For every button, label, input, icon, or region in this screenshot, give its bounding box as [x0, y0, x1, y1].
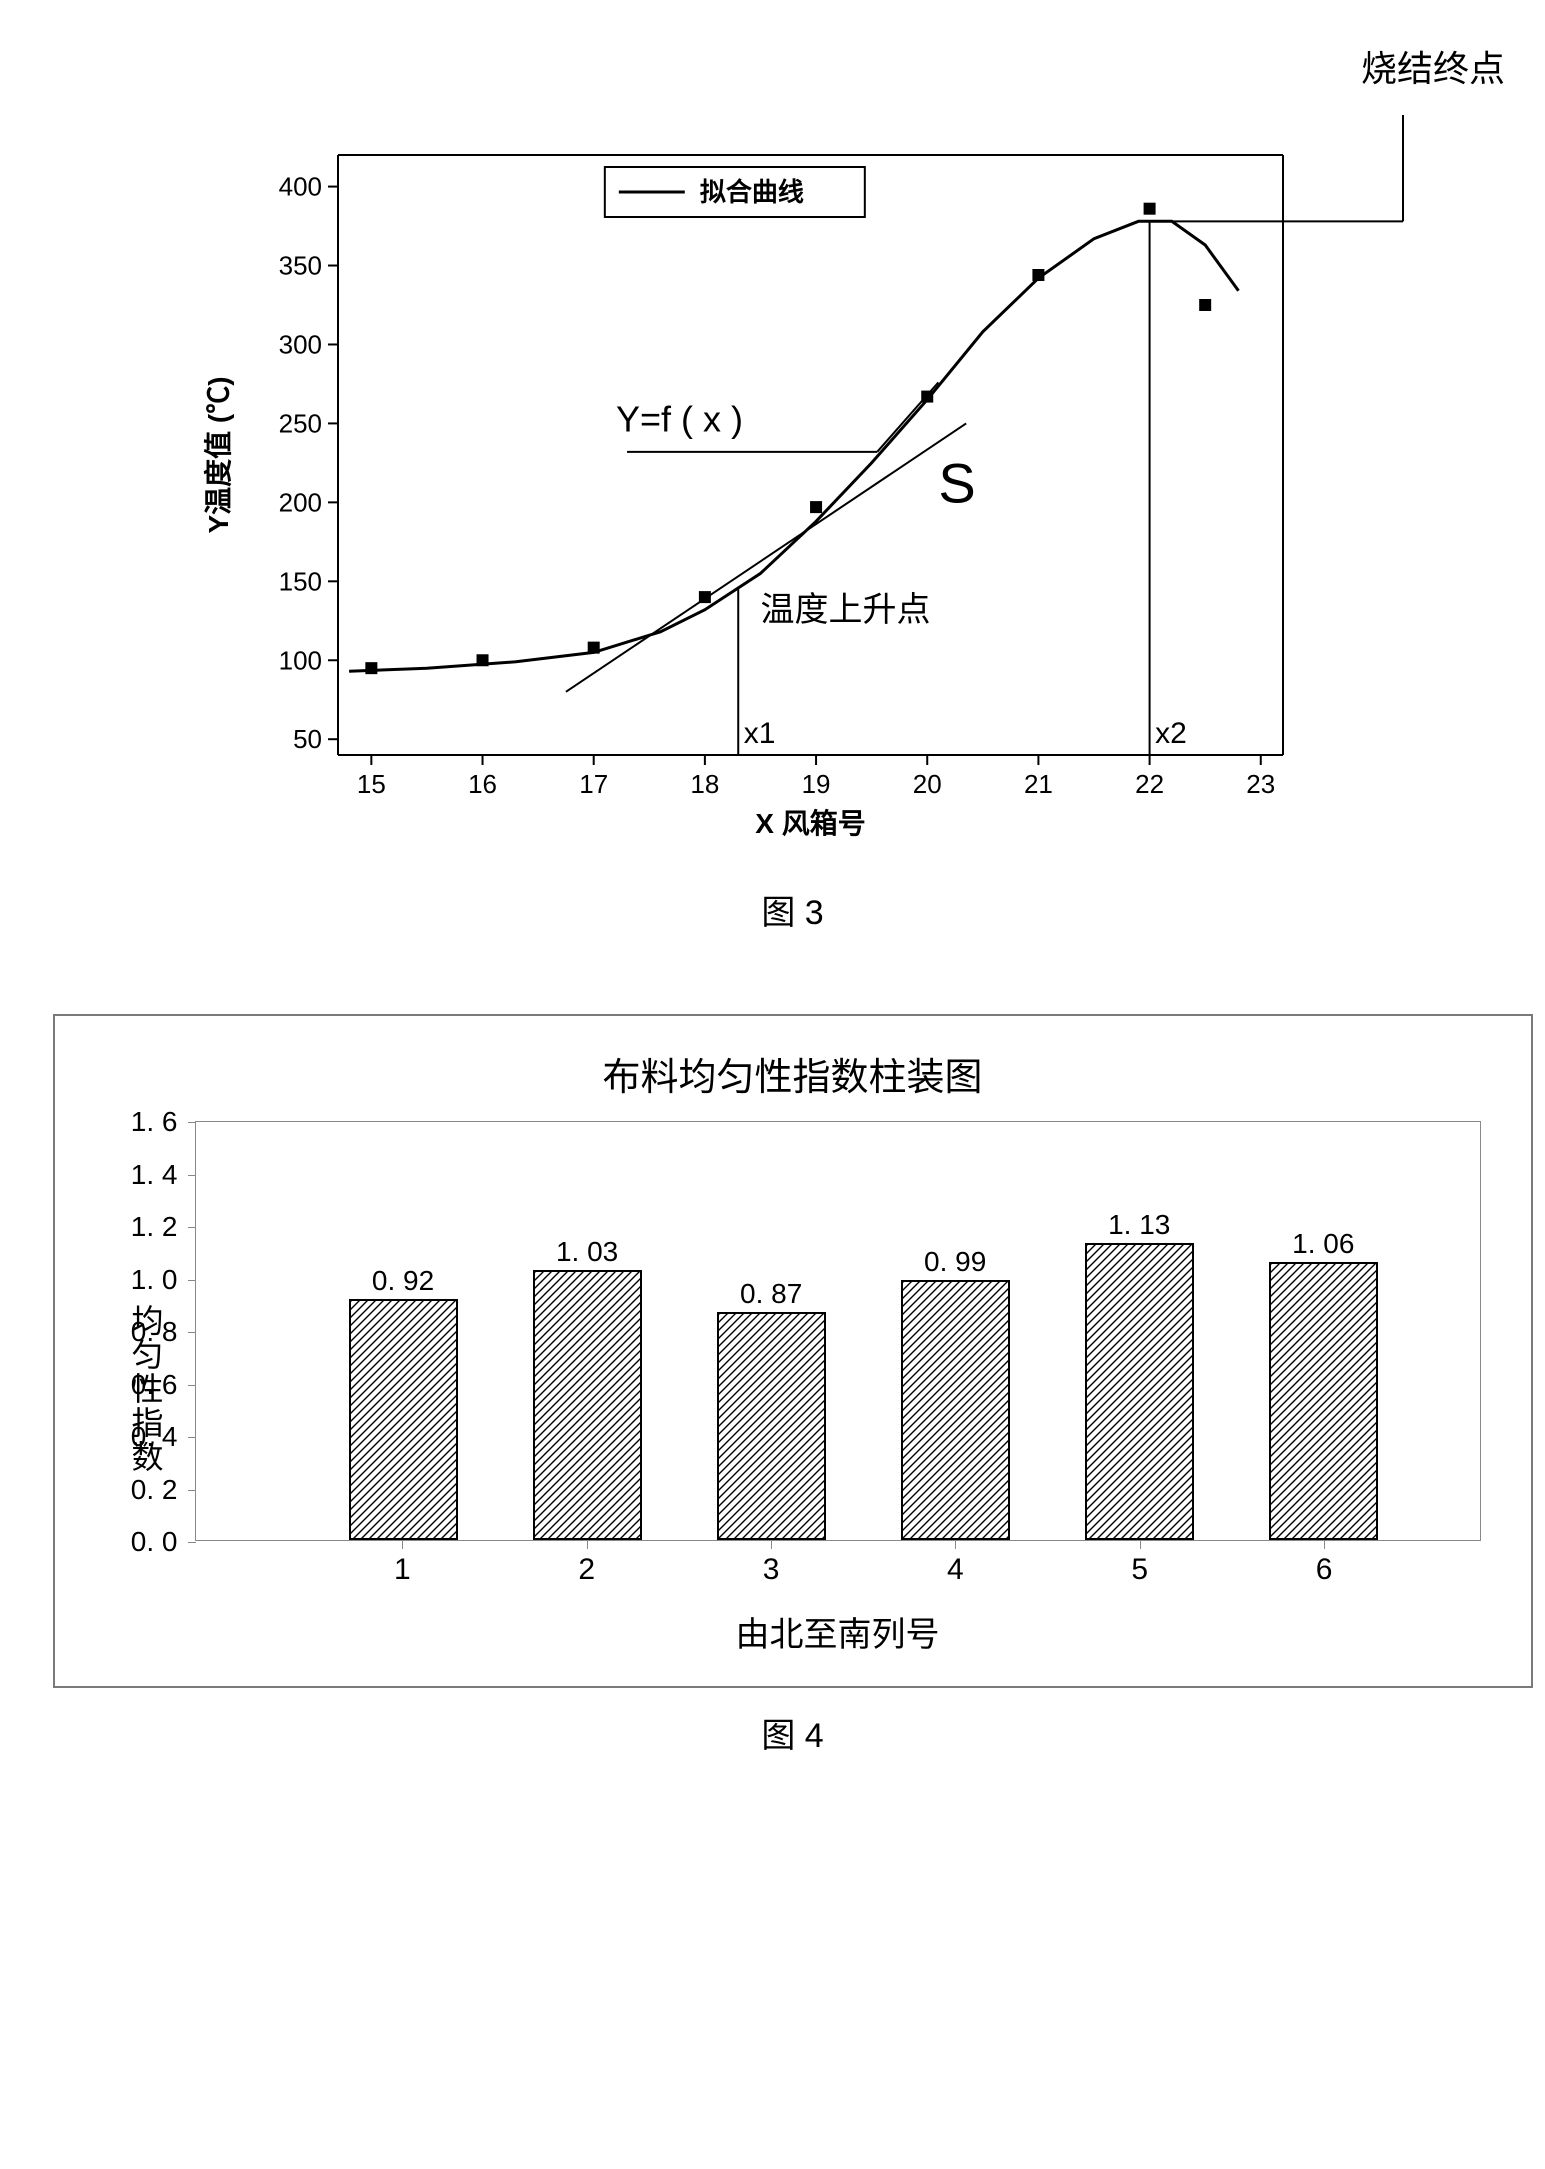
chart4-ytick — [188, 1122, 196, 1123]
svg-text:100: 100 — [278, 645, 321, 675]
svg-text:400: 400 — [278, 172, 321, 202]
chart4-ytick — [188, 1280, 196, 1281]
chart4-xtick-label: 3 — [763, 1553, 780, 1587]
svg-text:18: 18 — [690, 769, 719, 799]
chart4-bar-chart: 布料均匀性指数柱装图 均匀性指数 0. 00. 20. 40. 60. 81. … — [53, 1014, 1533, 1688]
chart4-plot-area: 0. 00. 20. 40. 60. 81. 01. 21. 41. 6 0. … — [195, 1121, 1481, 1541]
svg-text:x1: x1 — [743, 717, 775, 750]
chart4-ytick-label: 1. 2 — [131, 1211, 178, 1243]
figure-4: 布料均匀性指数柱装图 均匀性指数 0. 00. 20. 40. 60. 81. … — [20, 1014, 1545, 1757]
chart4-xtick — [1140, 1541, 1141, 1549]
fig3-top-annotation: 烧结终点 — [20, 40, 1505, 92]
svg-text:Y温度值 (℃): Y温度值 (℃) — [203, 376, 234, 533]
chart4-title: 布料均匀性指数柱装图 — [85, 1046, 1501, 1101]
chart4-bar: 0. 92 — [349, 1299, 458, 1541]
fig3-label: 图 3 — [20, 885, 1545, 934]
chart4-xtick-label: 4 — [947, 1553, 964, 1587]
svg-text:50: 50 — [293, 724, 322, 754]
chart4-xticks: 1 2 3 4 5 6 — [195, 1541, 1481, 1593]
chart4-bar-value: 1. 03 — [556, 1236, 618, 1268]
svg-text:16: 16 — [468, 769, 497, 799]
chart4-xtick-label: 5 — [1131, 1553, 1148, 1587]
svg-text:200: 200 — [278, 487, 321, 517]
svg-text:17: 17 — [579, 769, 608, 799]
svg-text:温度上升点: 温度上升点 — [760, 591, 930, 629]
chart4-bar-value: 0. 87 — [740, 1278, 802, 1310]
chart4-ytick — [188, 1490, 196, 1491]
chart4-ytick-label: 0. 4 — [131, 1421, 178, 1453]
chart4-ytick — [188, 1437, 196, 1438]
chart3-svg: 50 100 150 200 250 300 350 400 15 16 17 18 19 20 21 22 2… — [173, 100, 1413, 860]
svg-text:X 风箱号: X 风箱号 — [755, 807, 865, 839]
chart4-bar: 1. 03 — [533, 1270, 642, 1540]
chart4-xtick — [1324, 1541, 1325, 1549]
chart4-ytick-label: 1. 4 — [131, 1159, 178, 1191]
chart4-xtick — [955, 1541, 956, 1549]
chart4-bar: 0. 99 — [901, 1280, 1010, 1540]
chart4-ytick — [188, 1227, 196, 1228]
svg-text:Y=f ( x ): Y=f ( x ) — [615, 398, 742, 439]
svg-text:15: 15 — [356, 769, 385, 799]
chart4-ytick-label: 1. 6 — [131, 1106, 178, 1138]
chart4-xtick-label: 2 — [578, 1553, 595, 1587]
svg-text:350: 350 — [278, 251, 321, 281]
chart4-bar-value: 0. 92 — [372, 1265, 434, 1297]
chart4-bar-value: 1. 13 — [1108, 1209, 1170, 1241]
svg-text:x2: x2 — [1155, 717, 1187, 750]
fig4-label: 图 4 — [20, 1708, 1545, 1757]
chart4-ytick — [188, 1385, 196, 1386]
chart4-bar-value: 1. 06 — [1292, 1228, 1354, 1260]
svg-text:300: 300 — [278, 329, 321, 359]
svg-text:21: 21 — [1023, 769, 1052, 799]
chart4-ytick-label: 0. 6 — [131, 1369, 178, 1401]
chart4-xtick-label: 6 — [1316, 1553, 1333, 1587]
chart4-ytick — [188, 1175, 196, 1176]
svg-text:150: 150 — [278, 566, 321, 596]
svg-text:S: S — [938, 451, 975, 514]
svg-text:拟合曲线: 拟合曲线 — [699, 177, 803, 207]
chart4-ytick-label: 1. 0 — [131, 1264, 178, 1296]
chart4-bar-value: 0. 99 — [924, 1246, 986, 1278]
chart3-line-chart: 50 100 150 200 250 300 350 400 15 16 17 18 19 20 21 22 2… — [173, 100, 1413, 865]
chart4-ytick-label: 0. 0 — [131, 1526, 178, 1558]
chart4-ytick-label: 0. 2 — [131, 1474, 178, 1506]
chart4-xtick — [771, 1541, 772, 1549]
svg-text:20: 20 — [912, 769, 941, 799]
chart4-bar: 0. 87 — [717, 1312, 826, 1540]
svg-text:19: 19 — [801, 769, 830, 799]
chart4-ytick-label: 0. 8 — [131, 1316, 178, 1348]
svg-text:23: 23 — [1246, 769, 1275, 799]
chart4-xaxis-label: 由北至南列号 — [195, 1607, 1481, 1656]
chart4-xtick — [587, 1541, 588, 1549]
figure-3: 烧结终点 50 100 150 200 250 300 350 400 15 16 17 18 19 20… — [20, 40, 1545, 934]
svg-text:250: 250 — [278, 408, 321, 438]
chart4-bar: 1. 06 — [1269, 1262, 1378, 1540]
chart4-bar: 1. 13 — [1085, 1243, 1194, 1540]
chart4-bars-container: 0. 92 1. 03 0. 87 0. 99 1. 13 1. 06 — [196, 1122, 1480, 1540]
chart4-xtick-label: 1 — [394, 1553, 411, 1587]
svg-text:22: 22 — [1135, 769, 1164, 799]
chart4-xtick — [402, 1541, 403, 1549]
chart4-ytick — [188, 1332, 196, 1333]
